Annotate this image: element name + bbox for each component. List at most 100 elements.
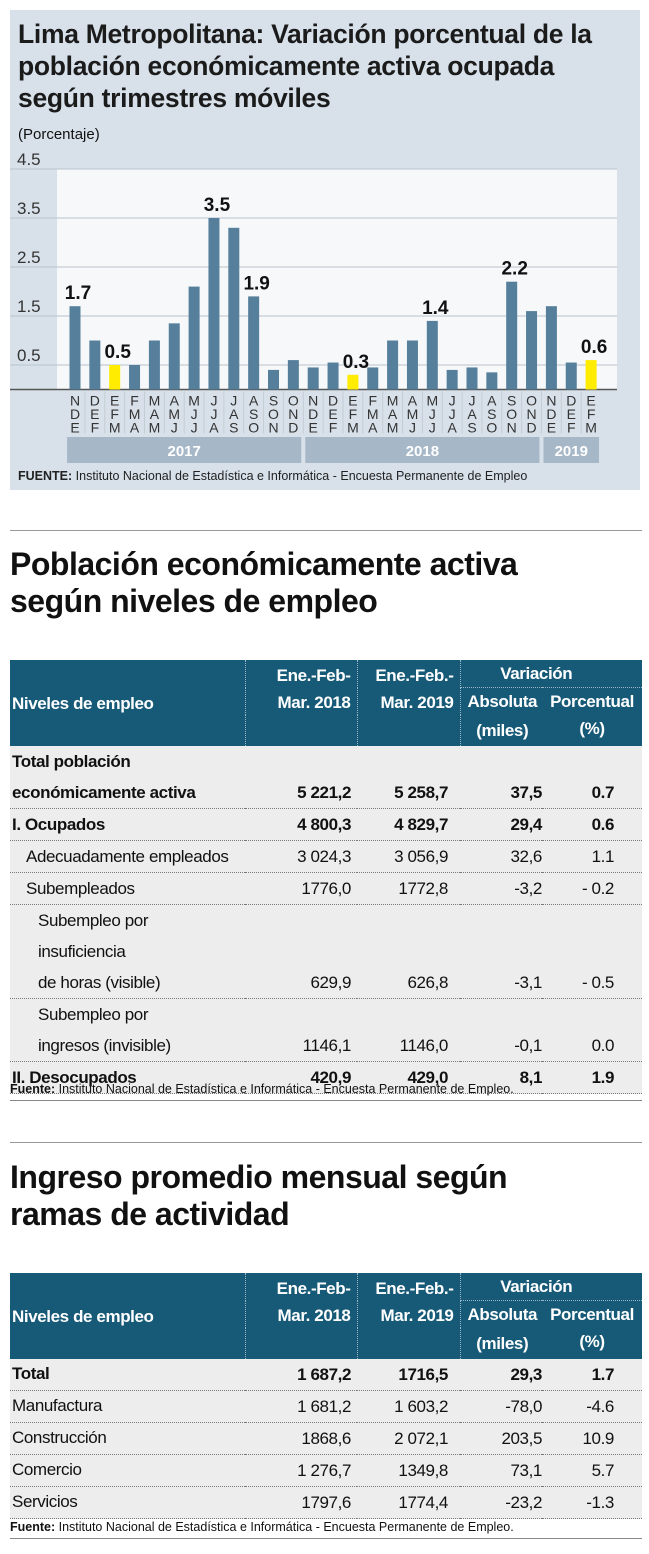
value-absolute: 32,6 <box>460 840 542 873</box>
bar <box>486 372 498 390</box>
bar-chart: 4.53.52.51.50.51.7NDEDEF0.5EFMFMAMAMAMJM… <box>10 150 617 463</box>
x-tick-label: D <box>546 406 556 422</box>
value-2019: 2 072,1 <box>357 1422 460 1455</box>
bar <box>446 369 458 390</box>
x-tick-label: D <box>70 406 80 422</box>
value-percent: -4.6 <box>542 1390 642 1423</box>
row-label-line: Total población <box>12 752 131 771</box>
source-text: Instituto Nacional de Estadística e Info… <box>72 469 528 483</box>
value-absolute: 37,5 <box>460 746 542 809</box>
income-table: Niveles de empleo Ene.-Feb- Mar. 2018 Ene… <box>10 1273 642 1519</box>
y-tick-label: 3.5 <box>17 199 41 218</box>
col-header-2019: Ene.-Feb.- Mar. 2019 <box>356 1273 460 1359</box>
bar <box>406 340 418 390</box>
x-tick-label: E <box>110 393 119 409</box>
x-tick-label: N <box>70 393 80 409</box>
data-label: 1.7 <box>65 283 91 304</box>
x-tick-label: E <box>348 393 357 409</box>
x-tick-label: A <box>408 393 418 409</box>
col-header-variacion: Variación <box>459 660 642 688</box>
bar <box>89 340 101 390</box>
value-2018: 1 687,2 <box>245 1359 357 1391</box>
bar <box>387 340 399 390</box>
value-absolute: -3,1 <box>460 904 542 999</box>
x-tick-label: S <box>487 406 496 422</box>
row-label-text: Subempleados <box>26 879 135 898</box>
x-tick-label: O <box>288 393 299 409</box>
value-percent: 0.6 <box>542 808 642 841</box>
table-row: Total 1 687,2 1716,5 29,3 1.7 <box>10 1359 642 1391</box>
row-label: Adecuadamente empleados <box>10 840 245 873</box>
source-label: Fuente: <box>10 1520 56 1534</box>
x-tick-label: J <box>469 393 476 409</box>
y-tick-label: 4.5 <box>17 150 41 169</box>
x-tick-label: A <box>467 406 477 422</box>
x-tick-label: E <box>328 406 337 422</box>
table-row: Adecuadamente empleados 3 024,3 3 056,9 … <box>10 840 642 873</box>
row-label: Subempleo por ingresos (invisible) <box>10 998 245 1062</box>
header-text: Ene.-Feb- <box>276 1279 351 1298</box>
data-label: 1.4 <box>422 298 449 319</box>
value-2018: 3 024,3 <box>245 840 357 873</box>
x-tick-label: M <box>585 420 597 436</box>
x-tick-label: J <box>449 406 456 422</box>
divider <box>10 1142 642 1143</box>
bar <box>327 362 339 390</box>
x-tick-label: S <box>467 420 476 436</box>
year-band <box>305 437 540 463</box>
x-tick-label: E <box>567 406 576 422</box>
header-text: Ene.-Feb- <box>276 666 351 685</box>
row-label-line: de horas (visible) <box>38 973 161 992</box>
table-row: Comercio 1 276,7 1349,8 73,1 5.7 <box>10 1454 642 1487</box>
col-header-label: Niveles de empleo <box>10 1273 245 1359</box>
value-2019: 3 056,9 <box>357 840 460 873</box>
value-percent: 1.7 <box>542 1359 642 1391</box>
year-label: 2018 <box>406 443 439 460</box>
value-2019: 1772,8 <box>357 872 460 905</box>
value-2019: 626,8 <box>357 904 460 999</box>
x-tick-label: S <box>249 406 258 422</box>
row-label-text: I. Ocupados <box>12 815 105 834</box>
value-2019: 4 829,7 <box>357 808 460 841</box>
x-tick-label: N <box>268 420 278 436</box>
bar <box>526 311 538 390</box>
row-label: Subempleo por insuficiencia de horas (vis… <box>10 904 245 999</box>
row-label-line: económicamente activa <box>12 783 196 802</box>
row-label-text: Manufactura <box>12 1396 103 1416</box>
x-tick-label: M <box>387 393 399 409</box>
x-tick-label: J <box>409 420 416 436</box>
x-tick-label: M <box>168 406 180 422</box>
row-label-text: Adecuadamente empleados <box>26 847 229 866</box>
year-label: 2017 <box>167 443 200 460</box>
col-header-porcentual-unit: (%) <box>542 715 642 746</box>
x-tick-label: D <box>566 393 576 409</box>
y-tick-label: 2.5 <box>17 248 41 267</box>
x-tick-label: S <box>269 393 278 409</box>
table-row: Construcción 1868,6 2 072,1 203,5 10.9 <box>10 1422 642 1455</box>
value-2019: 5 258,7 <box>357 746 460 809</box>
x-tick-label: J <box>449 393 456 409</box>
source-label: Fuente: <box>10 1082 56 1096</box>
x-tick-label: N <box>308 393 318 409</box>
row-label-text: Comercio <box>12 1460 82 1480</box>
bar <box>69 306 81 390</box>
year-label: 2019 <box>555 443 588 460</box>
col-header-absoluta-unit: (miles) <box>459 1328 542 1359</box>
x-tick-label: A <box>447 420 457 436</box>
bar <box>565 362 577 390</box>
header-row: Niveles de empleo Ene.-Feb- Mar. 2018 Ene… <box>10 660 642 746</box>
value-2019: 1349,8 <box>357 1454 460 1487</box>
col-header-2018: Ene.-Feb- Mar. 2018 <box>244 1273 357 1359</box>
value-2018: 629,9 <box>245 904 357 999</box>
value-absolute: -0,1 <box>460 998 542 1062</box>
row-label: Total <box>10 1359 245 1391</box>
value-2018: 1 681,2 <box>245 1390 357 1423</box>
data-label: 1.9 <box>243 273 269 294</box>
x-tick-label: J <box>429 406 436 422</box>
value-percent: 0.7 <box>542 746 642 809</box>
x-tick-label: D <box>328 393 338 409</box>
bar <box>585 360 597 390</box>
bar <box>228 227 240 390</box>
bar <box>506 281 518 390</box>
value-2018: 420,9 <box>245 1061 357 1094</box>
